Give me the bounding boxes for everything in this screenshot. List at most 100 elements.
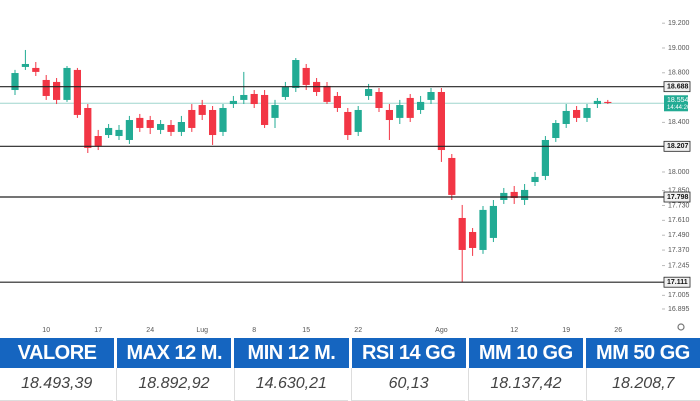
candle-body [562,110,570,124]
candle-body [541,139,549,176]
candle-body [604,101,612,104]
y-tick-label: 18.800 [668,70,690,77]
candle-body [510,191,518,199]
value-cell: 60,13 [350,368,466,401]
value-cell: 18.493,39 [0,368,114,401]
candle-body [354,109,362,132]
level-box [663,140,691,152]
level-label: 18.688 [667,84,689,91]
value-cell: 18.208,7 [585,368,700,401]
x-tick-label: 17 [94,327,102,334]
candle-body [73,69,81,115]
candle-body [32,67,40,72]
candle-body [531,176,539,183]
level-label: 17.111 [667,279,688,286]
candle-body [302,67,310,85]
candle-body [427,92,435,100]
x-tick-label: 19 [562,327,570,334]
candle-body [365,89,373,96]
level-box [663,191,691,203]
candle-body [84,107,92,148]
header-row: VALORE MAX 12 M. MIN 12 M. RSI 14 GG MM 10 G… [0,338,700,368]
candle-body [448,157,456,195]
column-header: MM 50 GG [585,338,700,368]
candle-body [417,101,425,110]
x-tick-label: 24 [146,327,154,334]
candle-body [479,209,487,250]
x-tick-label: 15 [302,327,310,334]
y-tick-label: 17.245 [668,262,690,269]
column-header: MAX 12 M. [117,338,232,368]
y-tick-label: 19.200 [668,20,690,27]
countdown: 14:44:20 [667,105,691,111]
candle-body [11,73,19,91]
last-price-label: 18.554 [667,97,689,104]
candle-body [406,97,414,118]
level-label: 18.207 [667,143,689,150]
candle-body [115,129,123,137]
last-price-box [664,95,688,112]
y-tick-label: 17.490 [668,232,690,239]
x-tick-label: Ago [435,327,448,334]
candle-body [63,67,71,100]
candle-body [250,93,258,105]
settings-icon [677,323,685,331]
y-tick-label: 18.400 [668,119,690,126]
column-header: MIN 12 M. [234,338,349,368]
candle-body [552,122,560,138]
candle-body [323,85,331,102]
candle-body [385,109,393,121]
column-header: VALORE [0,338,115,368]
candle-body [125,120,133,140]
level-box [663,81,691,93]
chart: 19.200 19.000 18.800 18.400 18.000 17.850 17.7… [0,20,691,334]
candle-body [292,60,300,89]
candle-body [375,92,383,108]
candle-body [42,79,50,96]
candle-body [261,94,269,125]
y-tick-label: 17.370 [668,247,690,254]
candle-body [458,217,466,250]
candle-body [229,100,237,105]
x-tick-label: 22 [354,327,362,334]
value-row: 18.493,39 18.892,92 14.630,21 60,13 18.137,4… [0,368,700,401]
stats-table: VALORE MAX 12 M. MIN 12 M. RSI 14 GG MM 10 G… [0,338,700,401]
column-header: RSI 14 GG [351,338,466,368]
y-tick-label: 16.895 [668,306,690,313]
candle-body [209,109,217,136]
candle-body [240,94,248,100]
x-tick-label: 12 [510,327,518,334]
y-tick-label: 19.000 [668,45,690,52]
level-box [663,276,691,288]
candle-body [437,92,445,151]
candle-body [136,117,144,128]
candle-body [333,95,341,108]
candle-body [198,105,206,115]
candle-body [344,111,352,136]
candle-body [21,63,29,67]
candle-body [396,105,404,118]
y-tick-label: 17.850 [668,187,690,194]
x-tick-label: 26 [614,327,622,334]
candle-body [188,109,196,128]
candle-body [271,105,279,118]
candle-body [94,136,102,146]
y-tick-label: 18.000 [668,169,690,176]
y-tick-label: 17.730 [668,202,690,209]
value-cell: 14.630,21 [233,368,348,401]
candle-body [219,107,227,132]
candle-body [573,109,581,118]
candle-body [281,86,289,97]
candle-body [167,124,175,132]
x-tick-label: Lug [196,327,208,334]
candle-body [146,120,154,128]
candle-body [593,100,601,105]
candle-body [521,189,529,200]
candle-body [469,231,477,248]
candle-body [53,81,61,100]
candle-body [177,122,185,132]
y-tick-label: 17.005 [668,292,690,299]
candle-body [105,127,113,136]
y-tick-label: 17.610 [668,217,690,224]
